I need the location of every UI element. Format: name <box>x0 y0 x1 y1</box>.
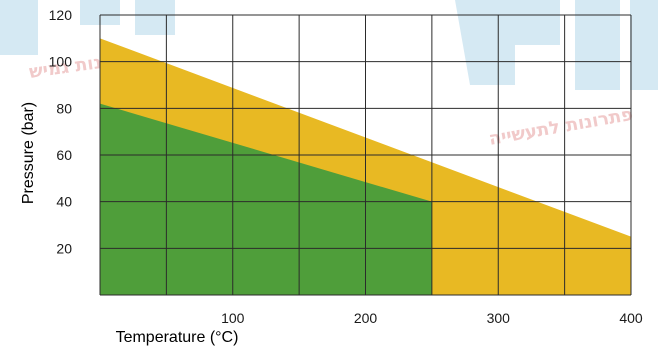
x-tick-label: 100 <box>221 310 245 326</box>
y-tick-label: 80 <box>56 100 72 116</box>
y-tick-label: 40 <box>56 194 72 210</box>
watermark-text-right: פתרונות לתעשייה <box>487 104 634 150</box>
area-series-2 <box>100 103 432 296</box>
x-tick-label: 400 <box>619 310 643 326</box>
watermark-logo-shape-right-3 <box>630 0 658 90</box>
y-tick-label: 60 <box>56 147 72 163</box>
y-tick-label: 100 <box>49 54 73 70</box>
watermark-logo-shape-left <box>0 0 38 55</box>
x-axis-ticks: 100 200 300 400 <box>221 310 643 326</box>
y-axis-ticks: 20 40 60 80 100 120 <box>49 7 73 256</box>
y-tick-label: 120 <box>49 7 73 23</box>
y-tick-label: 20 <box>56 240 72 256</box>
x-tick-label: 200 <box>354 310 378 326</box>
x-tick-label: 300 <box>487 310 511 326</box>
x-axis-label: Temperature (°C) <box>116 329 239 346</box>
watermark-logo-shape-left-3 <box>135 0 175 35</box>
grid-lines <box>99 14 632 296</box>
y-axis-label: Pressure (bar) <box>20 102 37 204</box>
watermark-logo-shape-right <box>455 0 560 85</box>
watermark-logo-shape-right-2 <box>575 0 620 90</box>
